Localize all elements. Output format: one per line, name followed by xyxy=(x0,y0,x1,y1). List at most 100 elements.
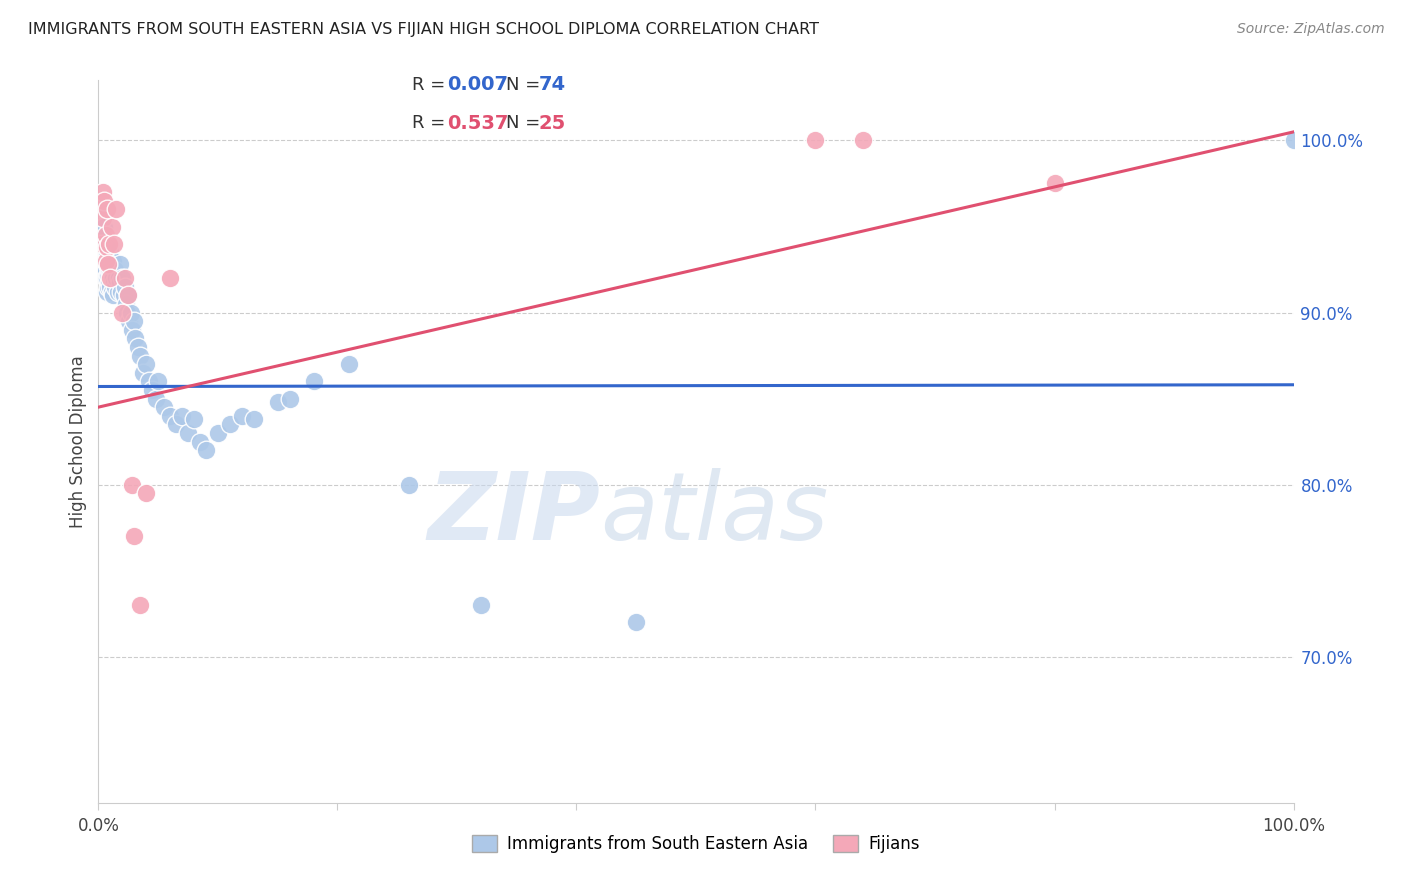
Point xyxy=(127,340,149,354)
Point xyxy=(114,271,136,285)
Point xyxy=(96,245,118,260)
Point xyxy=(104,262,127,277)
Point xyxy=(114,279,136,293)
Point xyxy=(243,412,266,426)
Point xyxy=(98,245,122,260)
Point xyxy=(90,228,112,243)
Text: N =: N = xyxy=(506,76,546,94)
Point xyxy=(108,257,131,271)
Point xyxy=(93,219,115,234)
Point xyxy=(231,409,253,423)
Point xyxy=(108,275,131,289)
Point xyxy=(148,375,170,389)
Point xyxy=(98,279,122,293)
Point xyxy=(118,314,141,328)
Point xyxy=(101,271,124,285)
Point xyxy=(267,395,290,409)
Point xyxy=(103,275,125,289)
Point xyxy=(626,615,648,630)
Point xyxy=(96,202,118,217)
Point xyxy=(112,288,135,302)
Point xyxy=(145,392,167,406)
Text: N =: N = xyxy=(506,114,546,132)
Point xyxy=(98,275,121,289)
Text: 0.537: 0.537 xyxy=(447,113,509,133)
Point xyxy=(188,434,211,449)
Point xyxy=(96,285,118,299)
Point xyxy=(159,409,181,423)
Text: atlas: atlas xyxy=(600,468,828,559)
Point xyxy=(120,305,142,319)
Point xyxy=(97,279,120,293)
Point xyxy=(219,417,242,432)
Text: 25: 25 xyxy=(538,113,565,133)
Point xyxy=(398,477,420,491)
Text: 0.007: 0.007 xyxy=(447,75,508,95)
Point xyxy=(91,236,114,251)
Point xyxy=(339,357,361,371)
Point xyxy=(117,288,139,302)
Text: IMMIGRANTS FROM SOUTH EASTERN ASIA VS FIJIAN HIGH SCHOOL DIPLOMA CORRELATION CHA: IMMIGRANTS FROM SOUTH EASTERN ASIA VS FI… xyxy=(28,22,820,37)
Point xyxy=(93,245,115,260)
Point xyxy=(129,598,152,612)
Point xyxy=(96,240,118,254)
Point xyxy=(107,271,129,285)
Point xyxy=(105,202,128,217)
Point xyxy=(91,185,114,199)
Text: R =: R = xyxy=(412,114,451,132)
Point xyxy=(117,288,139,302)
Text: ZIP: ZIP xyxy=(427,467,600,560)
Point xyxy=(165,417,187,432)
Point xyxy=(177,425,200,440)
Point xyxy=(153,400,176,414)
Point xyxy=(135,357,157,371)
Point xyxy=(94,253,117,268)
Point xyxy=(138,375,160,389)
Point xyxy=(94,271,117,285)
Y-axis label: High School Diploma: High School Diploma xyxy=(69,355,87,528)
Text: 74: 74 xyxy=(538,75,565,95)
Point xyxy=(94,228,117,243)
Point xyxy=(91,253,114,268)
Point xyxy=(97,253,120,268)
Point xyxy=(131,366,153,380)
Point xyxy=(94,253,117,268)
Point xyxy=(124,314,146,328)
Point xyxy=(93,194,115,208)
Point xyxy=(129,349,152,363)
Point xyxy=(110,285,132,299)
Point xyxy=(278,392,301,406)
Point xyxy=(111,305,134,319)
Point xyxy=(1282,133,1305,147)
Point xyxy=(195,443,218,458)
Point xyxy=(207,425,229,440)
Point xyxy=(852,133,875,147)
Text: Source: ZipAtlas.com: Source: ZipAtlas.com xyxy=(1237,22,1385,37)
Point xyxy=(115,297,138,311)
Point xyxy=(1043,177,1066,191)
Point xyxy=(121,477,143,491)
Point xyxy=(98,268,122,282)
Point xyxy=(91,245,114,260)
Point xyxy=(804,133,827,147)
Point xyxy=(97,268,120,282)
Point xyxy=(183,412,205,426)
Point xyxy=(93,262,115,277)
Point xyxy=(100,271,122,285)
Point xyxy=(121,323,143,337)
Point xyxy=(91,211,114,225)
Point xyxy=(124,331,146,345)
Legend: Immigrants from South Eastern Asia, Fijians: Immigrants from South Eastern Asia, Fiji… xyxy=(465,828,927,860)
Point xyxy=(91,236,114,251)
Point xyxy=(141,383,163,397)
Point xyxy=(107,285,129,299)
Point xyxy=(100,219,122,234)
Point xyxy=(97,257,120,271)
Point xyxy=(100,285,122,299)
Point xyxy=(96,257,118,271)
Point xyxy=(98,262,121,277)
Point xyxy=(172,409,194,423)
Point xyxy=(105,271,128,285)
Point xyxy=(124,529,146,543)
Point xyxy=(103,236,125,251)
